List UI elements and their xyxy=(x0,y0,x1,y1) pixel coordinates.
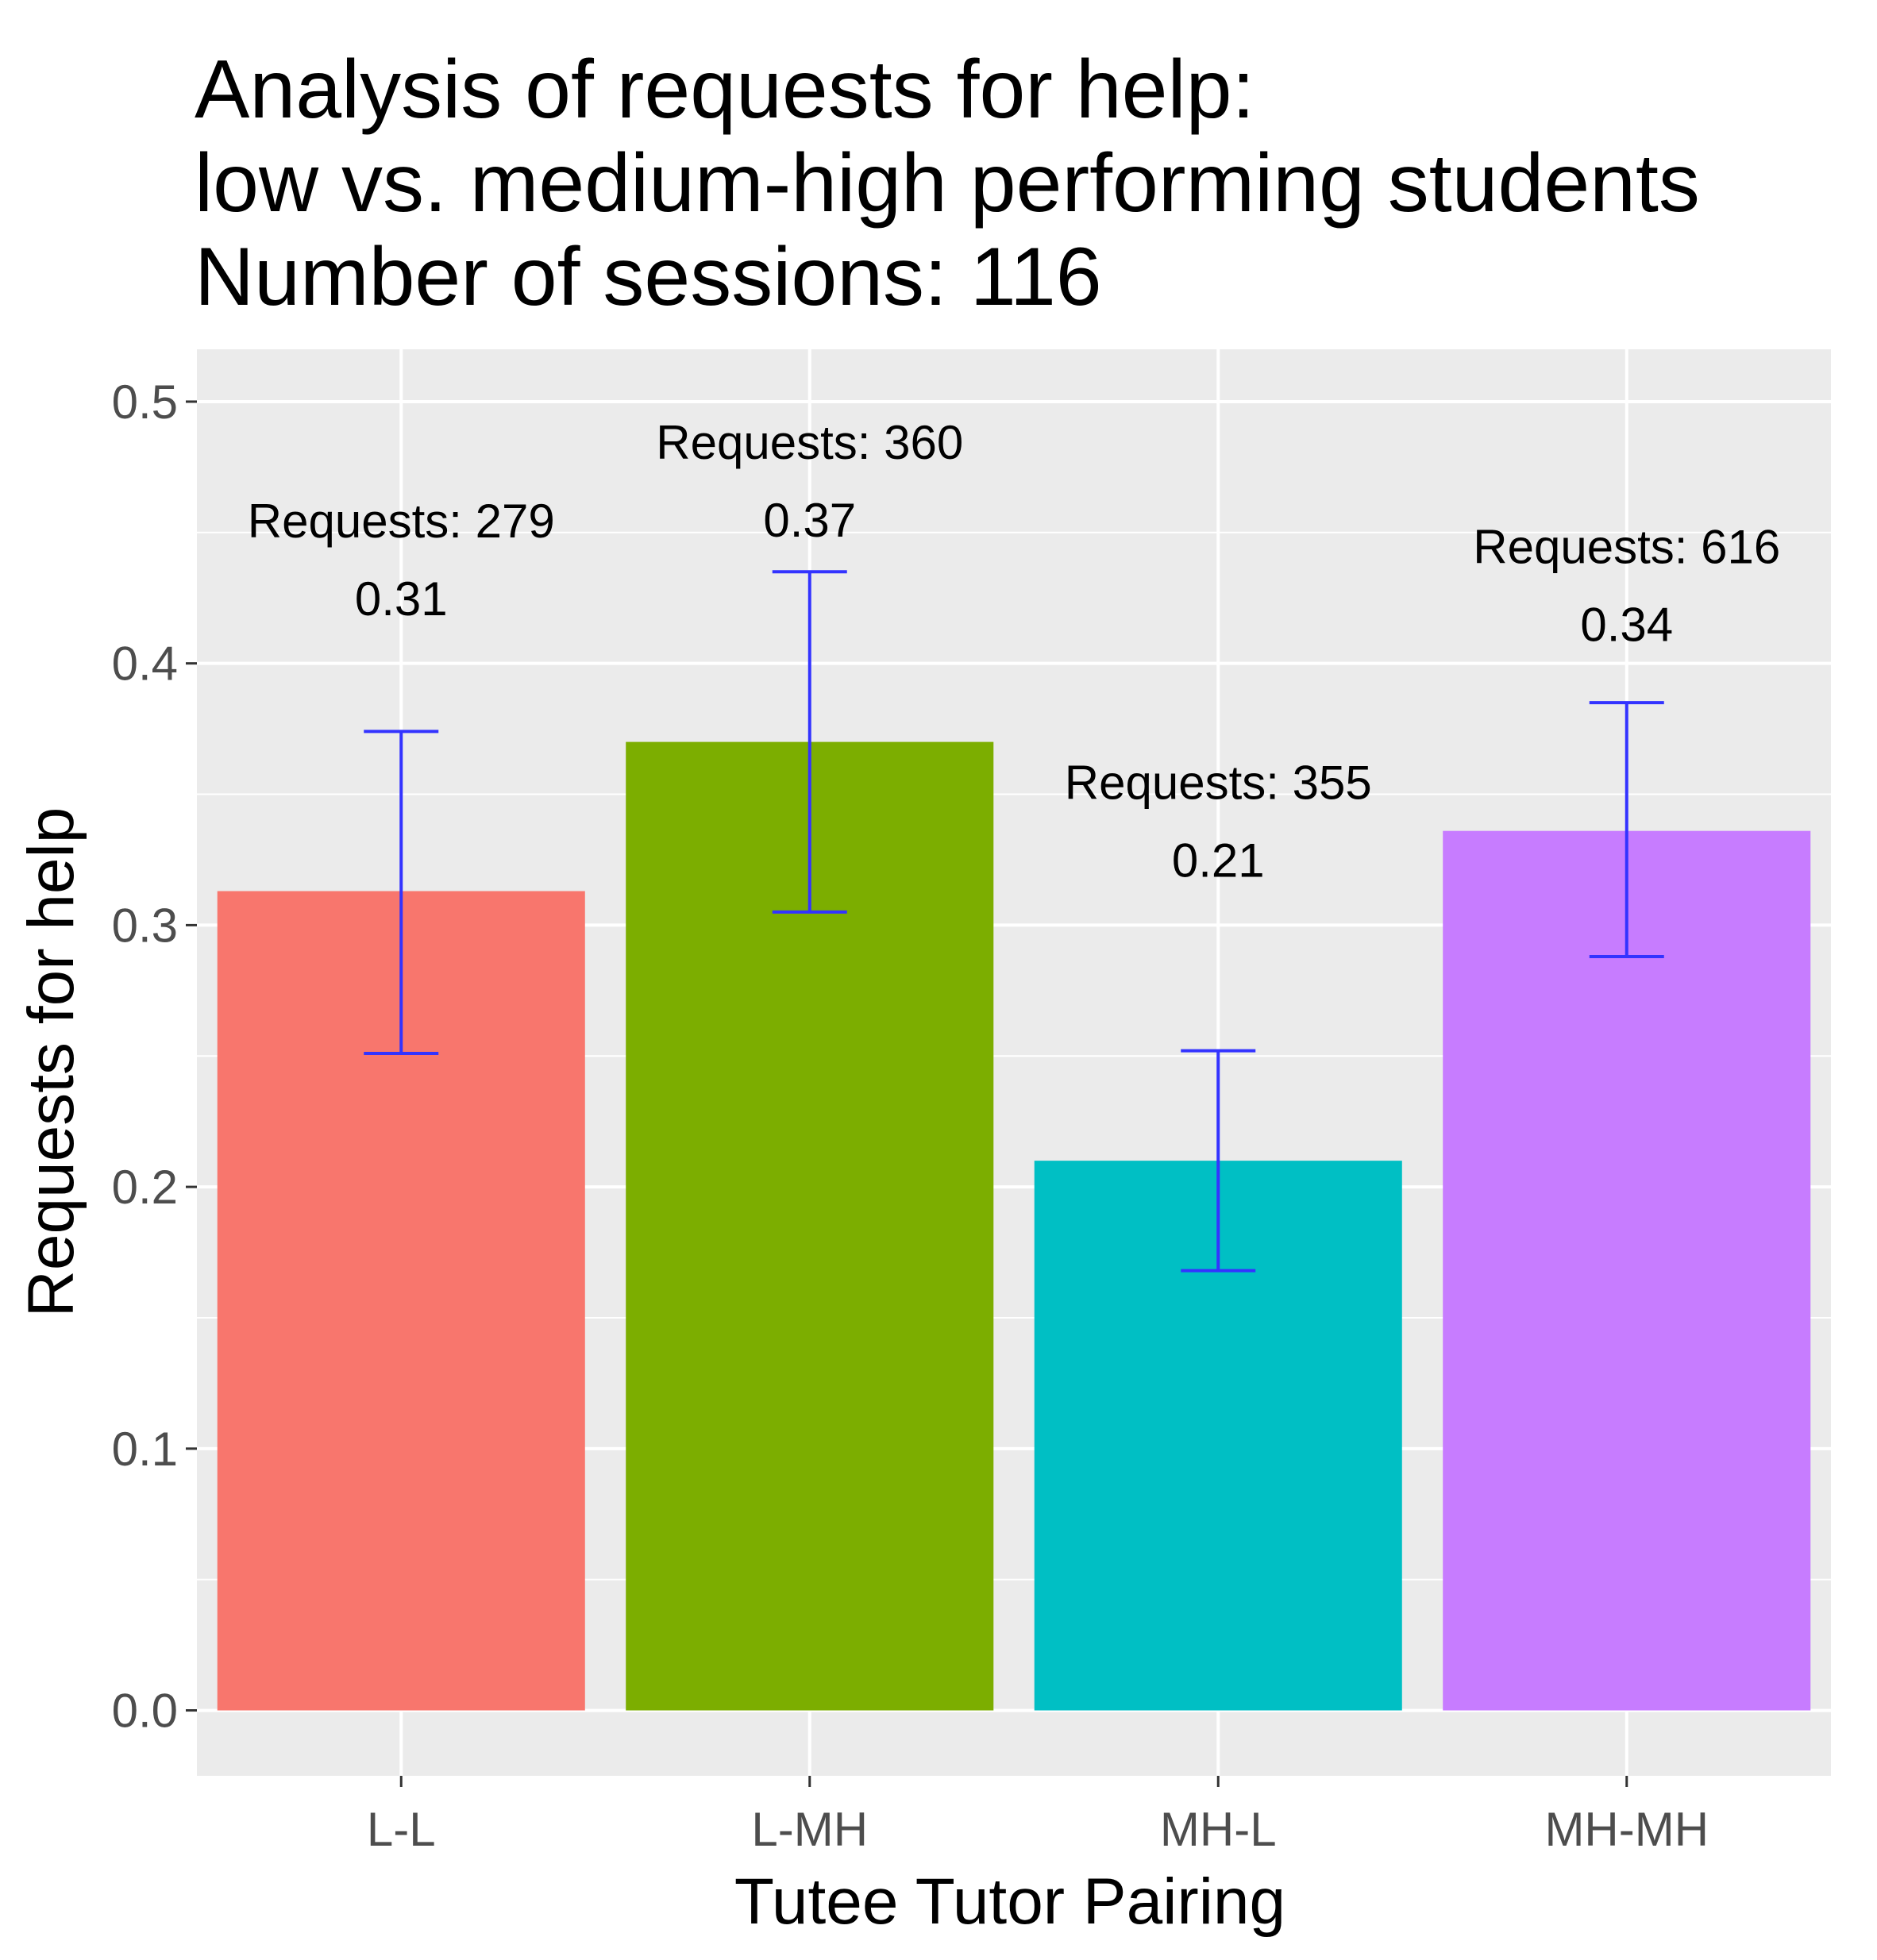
value-label: 0.21 xyxy=(1172,834,1265,887)
y-tick-label: 0.2 xyxy=(112,1161,178,1214)
bar-mh-mh xyxy=(1443,830,1811,1711)
y-tick-label: 0.4 xyxy=(112,637,178,691)
value-label: 0.31 xyxy=(355,572,448,626)
x-tick-label: MH-MH xyxy=(1544,1803,1709,1856)
x-tick-label: MH-L xyxy=(1160,1803,1277,1856)
bars xyxy=(217,741,1811,1711)
chart-title-line-3: Number of sessions: 116 xyxy=(195,231,1102,323)
value-label: 0.37 xyxy=(763,494,856,547)
value-label: 0.34 xyxy=(1580,599,1673,652)
x-axis-title: Tutee Tutor Pairing xyxy=(734,1866,1285,1938)
chart-title-line-1: Analysis of requests for help: xyxy=(195,44,1255,136)
x-tick-label: L-L xyxy=(367,1803,436,1856)
y-tick-label: 0.1 xyxy=(112,1423,178,1476)
y-axis: 0.0 0.1 0.2 0.3 0.4 0.5 xyxy=(112,375,197,1738)
x-tick-label: L-MH xyxy=(751,1803,868,1856)
error-bars xyxy=(364,570,1664,1273)
y-tick-label: 0.5 xyxy=(112,375,178,429)
request-count-label: Requests: 355 xyxy=(1065,756,1372,809)
data-labels: Requests: 279 0.31 Requests: 360 0.37 Reques… xyxy=(248,416,1780,888)
request-count-label: Requests: 360 xyxy=(656,416,963,469)
y-axis-title: Requests for help xyxy=(15,807,87,1318)
y-tick-label: 0.3 xyxy=(112,899,178,952)
request-count-label: Requests: 616 xyxy=(1473,521,1780,574)
chart-title-line-2: low vs. medium-high performing students xyxy=(195,137,1700,229)
y-tick-label: 0.0 xyxy=(112,1685,178,1738)
request-count-label: Requests: 279 xyxy=(248,495,555,548)
x-axis: L-L L-MH MH-L MH-MH xyxy=(367,1776,1709,1856)
